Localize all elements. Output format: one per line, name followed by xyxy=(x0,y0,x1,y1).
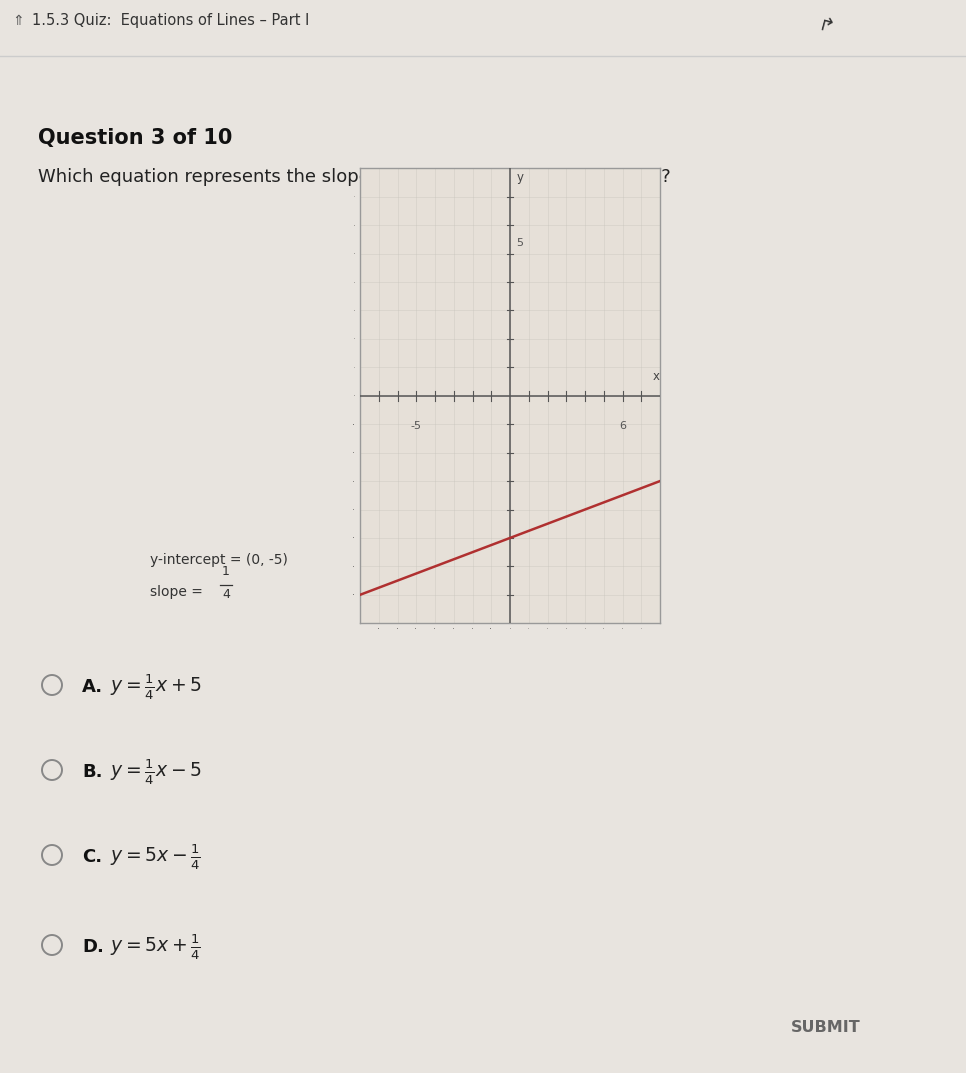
Text: 1: 1 xyxy=(222,565,230,578)
Text: B.: B. xyxy=(82,763,102,781)
Text: Which equation represents the slope-intercept form of the line below?: Which equation represents the slope-inte… xyxy=(38,168,670,186)
Text: C.: C. xyxy=(82,848,102,866)
Text: -5: -5 xyxy=(411,422,422,431)
Text: $y = \frac{1}{4}x + 5$: $y = \frac{1}{4}x + 5$ xyxy=(110,673,202,702)
Text: ↱: ↱ xyxy=(816,15,837,38)
Text: ⇑: ⇑ xyxy=(13,14,24,28)
Text: $y = \frac{1}{4}x - 5$: $y = \frac{1}{4}x - 5$ xyxy=(110,758,202,787)
Text: 1.5.3 Quiz:  Equations of Lines – Part I: 1.5.3 Quiz: Equations of Lines – Part I xyxy=(32,13,309,28)
Text: A.: A. xyxy=(82,678,103,696)
Text: SUBMIT: SUBMIT xyxy=(791,1020,861,1035)
Text: 5: 5 xyxy=(517,238,524,248)
Text: x: x xyxy=(652,370,660,383)
Text: D.: D. xyxy=(82,938,104,956)
Text: y: y xyxy=(517,171,524,185)
Text: Question 3 of 10: Question 3 of 10 xyxy=(38,128,233,148)
Text: $y = 5x + \frac{1}{4}$: $y = 5x + \frac{1}{4}$ xyxy=(110,932,201,961)
Text: 4: 4 xyxy=(222,588,230,601)
Text: 6: 6 xyxy=(619,422,626,431)
Text: y-intercept = (0, -5): y-intercept = (0, -5) xyxy=(150,553,288,567)
Text: $y = 5x - \frac{1}{4}$: $y = 5x - \frac{1}{4}$ xyxy=(110,842,201,871)
Text: slope =: slope = xyxy=(150,585,208,599)
